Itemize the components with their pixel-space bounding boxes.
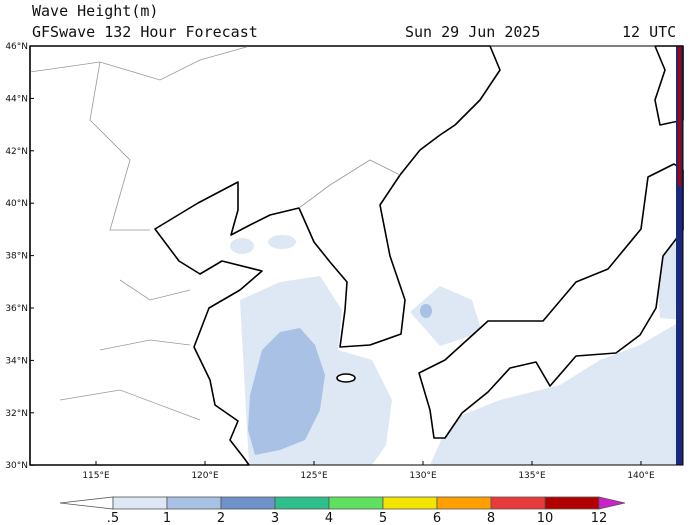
colorbar-label: 8 <box>487 511 495 525</box>
shading <box>430 320 683 465</box>
edge-stripe <box>676 46 683 465</box>
colorbar-segment <box>490 496 546 510</box>
shading <box>420 304 432 318</box>
colorbar-label: 5 <box>379 511 387 525</box>
colorbar-label: 6 <box>433 511 441 525</box>
lat-label: 34°N <box>5 356 28 366</box>
colorbar-segment <box>220 496 276 510</box>
lat-label: 32°N <box>5 409 28 419</box>
lon-label: 115°E <box>82 471 110 481</box>
colorbar-label: 12 <box>591 511 608 525</box>
colorbar-arrow <box>59 496 114 510</box>
colorbar-label: .5 <box>107 511 119 525</box>
lat-label: 46°N <box>5 42 28 52</box>
map <box>29 45 684 466</box>
colorbar-label: 3 <box>271 511 279 525</box>
colorbar-arrow <box>598 496 626 510</box>
colorbar-segment <box>328 496 384 510</box>
colorbar-label: 10 <box>537 511 554 525</box>
subtitle: GFSwave 132 Hour Forecast <box>32 23 258 41</box>
colorbar-segment <box>436 496 492 510</box>
lon-label: 120°E <box>191 471 219 481</box>
time: 12 UTC <box>622 23 676 41</box>
edge-stripe <box>678 46 681 186</box>
shading <box>248 328 325 455</box>
lat-label: 40°N <box>5 199 28 209</box>
shading <box>268 235 296 249</box>
colorbar-label: 2 <box>217 511 225 525</box>
lon-label: 140°E <box>627 471 655 481</box>
lon-label: 130°E <box>409 471 437 481</box>
lat-label: 36°N <box>5 304 28 314</box>
colorbar-label: 4 <box>325 511 333 525</box>
colorbar-label: 1 <box>163 511 171 525</box>
lat-label: 44°N <box>5 94 28 104</box>
lon-label: 135°E <box>518 471 546 481</box>
colorbar-segment <box>112 496 168 510</box>
coastline <box>29 45 501 466</box>
lon-label: 125°E <box>300 471 328 481</box>
island <box>336 373 356 383</box>
date: Sun 29 Jun 2025 <box>405 23 540 41</box>
colorbar: .5 1 2 3 4 5 6 8 10 12 <box>59 496 626 525</box>
colorbar-segment <box>382 496 438 510</box>
colorbar-segment <box>166 496 222 510</box>
shading <box>410 286 482 346</box>
lat-label: 38°N <box>5 252 28 262</box>
lat-label: 30°N <box>5 461 28 471</box>
colorbar-segment <box>544 496 600 510</box>
lat-label: 42°N <box>5 147 28 157</box>
colorbar-segment <box>274 496 330 510</box>
shading <box>230 238 254 254</box>
border <box>29 45 401 421</box>
title: Wave Height(m) <box>32 2 158 20</box>
coastline <box>418 163 684 439</box>
